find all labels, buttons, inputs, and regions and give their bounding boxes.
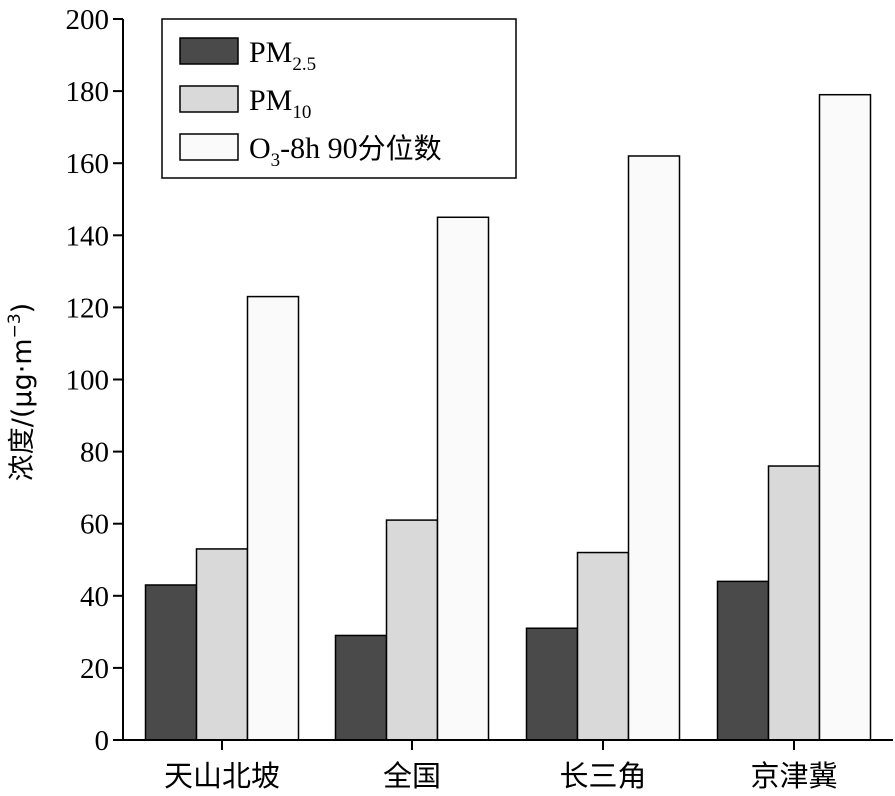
y-tick-label: 180	[66, 76, 110, 108]
y-tick-label: 200	[66, 4, 110, 36]
x-tick-label: 天山北坡	[164, 759, 280, 793]
legend: PM2.5 PM10 O3-8h 90分位数	[161, 18, 517, 179]
bar	[627, 155, 681, 741]
y-tick-label: 140	[66, 220, 110, 252]
bar	[334, 634, 388, 741]
y-tick-label: 160	[66, 148, 110, 180]
x-ticks-group: 天山北坡 全国 长三角 京津冀	[164, 740, 838, 793]
y-ticks-group: 0 20 40 60 80 100 120 140 160 180 200	[66, 4, 123, 757]
y-axis-title-close: )	[7, 303, 38, 314]
legend-label-pm25: PM2.5	[249, 36, 316, 75]
y-tick-label: 120	[66, 292, 110, 324]
bar	[246, 295, 300, 741]
y-tick-label: 40	[80, 581, 109, 613]
bar	[385, 519, 439, 741]
legend-swatch-pm10	[179, 85, 239, 113]
legend-label-o3: O3-8h 90分位数	[249, 132, 442, 171]
y-tick-label: 20	[80, 653, 109, 685]
y-axis-title: 浓度/(μg·m−3)	[5, 303, 38, 481]
x-tick-label: 京津冀	[750, 759, 837, 793]
bar	[525, 627, 579, 741]
y-tick-label: 0	[95, 725, 110, 757]
y-tick-label: 80	[80, 437, 109, 469]
bar	[195, 548, 249, 741]
bar	[144, 584, 198, 741]
bar	[716, 580, 770, 741]
bar	[767, 465, 821, 741]
bar	[576, 551, 630, 741]
bar	[818, 93, 872, 741]
x-tick-label: 长三角	[559, 759, 646, 793]
y-axis-title-main: 浓度/(μg·m	[7, 338, 38, 481]
bars-group	[144, 93, 872, 741]
legend-swatch-o3	[179, 133, 239, 161]
legend-label-pm10: PM10	[249, 84, 311, 123]
x-tick-label: 全国	[383, 759, 441, 793]
y-tick-label: 100	[66, 365, 110, 397]
legend-swatch-pm25	[179, 37, 239, 65]
y-axis-title-sup: −3	[5, 313, 25, 338]
bar	[436, 216, 490, 741]
y-tick-label: 60	[80, 509, 109, 541]
